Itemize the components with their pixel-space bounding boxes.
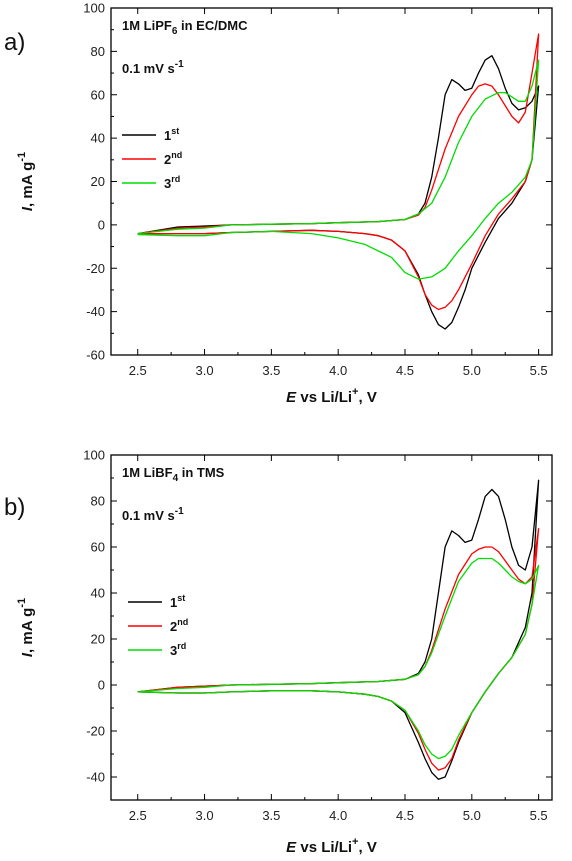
legend-number: 3: [170, 643, 177, 658]
x-tick-label: 5.5: [530, 363, 548, 378]
electrolyte-text: in TMS: [178, 465, 225, 480]
electrolyte-text: in EC/DMC: [177, 18, 248, 33]
x-tick-label: 3.5: [262, 808, 280, 823]
x-tick-label: 4.0: [329, 808, 347, 823]
y-axis-symbol: I: [19, 206, 36, 211]
y-tick-label: 0: [98, 217, 105, 232]
legend-label: 3rd: [170, 641, 186, 658]
y-tick-label: 20: [91, 174, 105, 189]
legend-superscript: rd: [177, 641, 186, 651]
cv-series-1st: [137, 479, 540, 780]
legend-superscript: st: [177, 593, 185, 603]
cv-series-1st: [137, 55, 540, 330]
plot-frame: [110, 454, 553, 801]
y-tick-label: 40: [91, 131, 105, 146]
y-axis-superscript: -1: [16, 598, 28, 608]
panel-label: b): [4, 494, 25, 521]
y-tick-label: 80: [91, 44, 105, 59]
x-tick-label: 3.0: [196, 808, 214, 823]
x-axis-text: , V: [358, 389, 376, 406]
electrolyte-annotation: 1M LiBF4 in TMS: [122, 465, 225, 484]
scan-rate-superscript: -1: [175, 59, 184, 70]
x-tick-label: 2.5: [129, 363, 147, 378]
y-tick-label: 20: [91, 632, 105, 647]
legend-label: 1st: [170, 593, 185, 610]
electrolyte-annotation: 1M LiPF6 in EC/DMC: [122, 18, 248, 37]
x-axis-symbol: E: [286, 389, 297, 406]
cv-series-2nd: [137, 527, 540, 771]
legend-number: 1: [170, 595, 177, 610]
legend-number: 2: [164, 152, 171, 167]
y-tick-label: -40: [86, 770, 105, 785]
legend-superscript: rd: [171, 174, 180, 184]
cv-series-3rd: [137, 59, 540, 280]
panel-label: a): [4, 29, 25, 56]
x-axis-text: vs Li/Li: [296, 839, 352, 856]
x-tick-label: 5.5: [530, 808, 548, 823]
y-axis-superscript: -1: [16, 152, 28, 162]
x-tick-label: 3.0: [196, 363, 214, 378]
legend-superscript: st: [171, 126, 179, 136]
electrolyte-subscript: 6: [172, 26, 178, 37]
scan-rate-superscript: -1: [175, 506, 184, 517]
x-axis-superscript: +: [352, 836, 358, 848]
scan-rate-annotation: 0.1 mV s-1: [122, 506, 184, 523]
y-tick-label: 100: [83, 1, 105, 16]
legend-superscript: nd: [171, 150, 182, 160]
legend-number: 2: [170, 619, 177, 634]
x-axis-title: E vs Li/Li+, V: [286, 386, 377, 406]
x-tick-label: 2.5: [129, 808, 147, 823]
y-axis-symbol: I: [19, 652, 36, 657]
legend-superscript: nd: [177, 617, 188, 627]
y-axis-title: I, mA g-1: [16, 152, 36, 211]
y-tick-label: 80: [91, 494, 105, 509]
cv-panel-b: 2.5 3.0 3.5 4.0 4.5 5.0 5.5 -40 -20 0 20 40 60 80 100 1…: [4, 448, 553, 856]
cv-panel-a: 2.5 3.0 3.5 4.0 4.5 5.0 5.5 -60 -40 -20 0 20 40 60 80 1…: [4, 1, 553, 406]
y-tick-label: 0: [98, 678, 105, 693]
cv-series-2nd: [137, 33, 540, 311]
y-axis-title: I, mA g-1: [16, 598, 36, 657]
x-tick-label: 4.5: [396, 808, 414, 823]
legend-number: 3: [164, 176, 171, 191]
y-tick-label: 40: [91, 586, 105, 601]
legend-label: 2nd: [170, 617, 188, 634]
y-tick-label: 100: [83, 448, 105, 463]
x-tick-label: 5.0: [463, 808, 481, 823]
legend-number: 1: [164, 128, 171, 143]
x-tick-label: 5.0: [463, 363, 481, 378]
y-tick-label: -20: [86, 724, 105, 739]
y-axis-text: , mA g: [19, 608, 36, 653]
y-tick-label: -20: [86, 261, 105, 276]
x-tick-label: 4.5: [396, 363, 414, 378]
y-tick-label: -60: [86, 348, 105, 363]
x-axis-title: E vs Li/Li+, V: [286, 836, 377, 856]
legend-label: 2nd: [164, 150, 182, 167]
legend-label: 3rd: [164, 174, 180, 191]
y-tick-label: 60: [91, 87, 105, 102]
y-axis-text: , mA g: [19, 162, 36, 207]
x-axis-symbol: E: [286, 839, 297, 856]
x-axis-superscript: +: [352, 386, 358, 398]
electrolyte-subscript: 4: [173, 473, 179, 484]
electrolyte-text: 1M LiPF: [122, 18, 172, 33]
cv-series-3rd: [137, 557, 540, 760]
scan-rate-annotation: 0.1 mV s-1: [122, 59, 184, 76]
x-tick-label: 4.0: [329, 363, 347, 378]
scan-rate-text: 0.1 mV s: [122, 508, 175, 523]
x-axis-text: vs Li/Li: [296, 389, 352, 406]
electrolyte-text: 1M LiBF: [122, 465, 173, 480]
x-axis-text: , V: [358, 839, 376, 856]
y-tick-label: -40: [86, 304, 105, 319]
y-tick-label: 60: [91, 540, 105, 555]
scan-rate-text: 0.1 mV s: [122, 61, 175, 76]
x-tick-label: 3.5: [262, 363, 280, 378]
legend-label: 1st: [164, 126, 179, 143]
